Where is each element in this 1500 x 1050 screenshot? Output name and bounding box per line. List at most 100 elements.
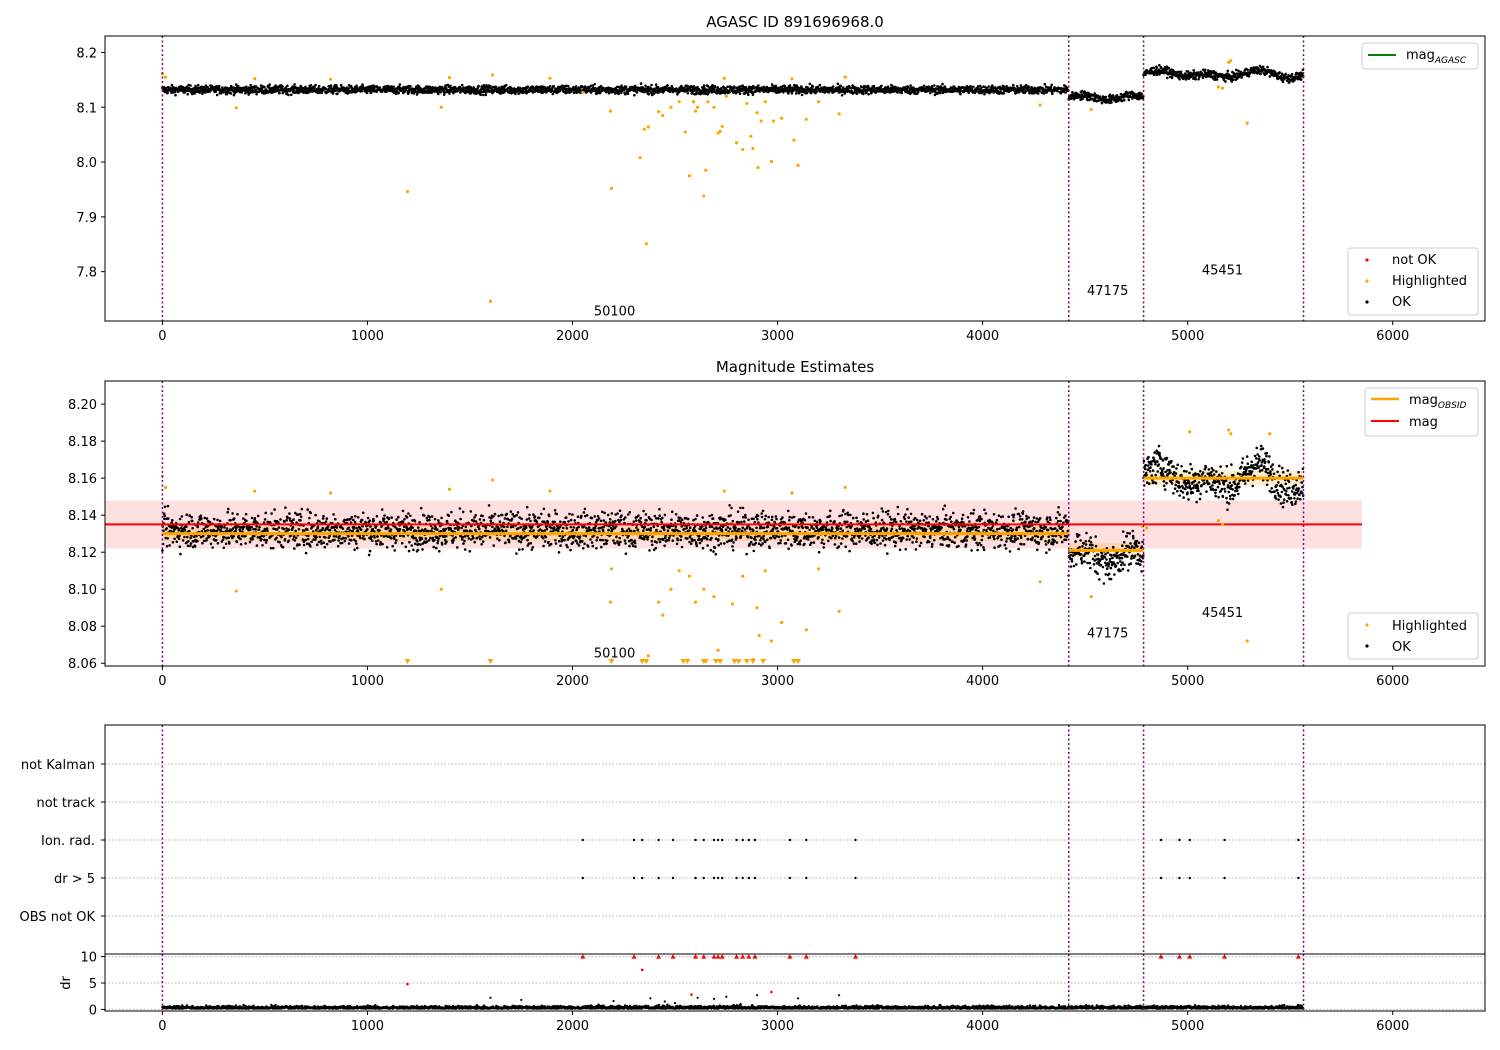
ok-point xyxy=(411,526,415,530)
ok-point xyxy=(304,85,307,89)
ok-point xyxy=(840,94,844,97)
ok-point xyxy=(654,83,658,86)
ok-point xyxy=(366,516,370,520)
ok-point xyxy=(306,537,310,541)
ok-point xyxy=(363,537,366,541)
ok-point xyxy=(519,540,523,544)
ok-point xyxy=(347,526,351,530)
ok-point xyxy=(378,543,382,546)
ok-point xyxy=(567,520,570,523)
ok-point xyxy=(751,93,755,97)
ok-point xyxy=(1152,66,1155,70)
highlighted-point xyxy=(1089,107,1093,112)
ok-point xyxy=(587,526,591,529)
ok-point xyxy=(373,87,376,90)
ok-point xyxy=(626,92,630,96)
ok-point xyxy=(532,529,535,532)
ok-point xyxy=(373,536,376,539)
ok-point xyxy=(430,89,433,92)
ok-point xyxy=(183,529,187,532)
ok-point xyxy=(872,84,876,88)
ok-point xyxy=(375,542,378,546)
ok-point xyxy=(265,538,269,542)
ok-point xyxy=(240,91,244,94)
ok-point xyxy=(183,535,186,539)
ok-point xyxy=(617,543,621,547)
ok-point xyxy=(599,538,602,542)
highlighted-point xyxy=(804,117,808,121)
ok-point xyxy=(414,529,418,533)
ok-point xyxy=(818,83,822,87)
ok-point xyxy=(805,91,809,95)
ok-point xyxy=(397,91,400,95)
ok-point xyxy=(972,85,975,89)
ok-point xyxy=(477,84,480,88)
ok-point xyxy=(299,519,302,522)
ok-point xyxy=(395,539,398,542)
ok-point xyxy=(1012,83,1015,87)
ok-point xyxy=(318,520,321,523)
ok-point xyxy=(502,525,506,529)
ok-point xyxy=(420,537,424,540)
ok-point xyxy=(319,539,323,543)
ok-point xyxy=(316,525,320,529)
ok-point xyxy=(329,540,332,543)
ok-point xyxy=(317,84,321,88)
ok-point xyxy=(334,89,337,92)
ok-point xyxy=(187,520,191,524)
legend-ok-label: OK xyxy=(1392,295,1411,310)
legend-not-ok-label: not OK xyxy=(1392,253,1437,268)
ok-point xyxy=(410,544,414,547)
ok-point xyxy=(434,526,438,529)
ok-point xyxy=(218,87,221,90)
ok-point xyxy=(404,545,408,549)
ok-point xyxy=(206,86,209,89)
x-tick-label: 3000 xyxy=(761,329,794,344)
ok-point xyxy=(189,542,193,545)
ok-point xyxy=(595,547,598,550)
ok-point xyxy=(827,91,831,94)
ok-point xyxy=(519,526,522,529)
ok-point xyxy=(171,541,175,544)
highlighted-point xyxy=(712,105,716,109)
ok-point xyxy=(212,517,216,521)
ok-point xyxy=(226,510,229,514)
ok-point xyxy=(933,93,937,97)
ok-point xyxy=(419,506,423,510)
ok-point xyxy=(350,538,353,542)
highlighted-point xyxy=(638,156,642,160)
ok-point xyxy=(815,90,819,93)
ok-point xyxy=(361,511,365,515)
ok-point xyxy=(1110,101,1113,104)
ok-point xyxy=(569,548,572,552)
highlighted-point xyxy=(657,110,661,114)
ok-point xyxy=(393,537,396,540)
ok-point xyxy=(561,84,564,87)
ok-point xyxy=(496,537,499,540)
ok-point xyxy=(728,91,731,94)
ok-point xyxy=(209,542,213,546)
ok-point xyxy=(324,536,327,539)
ok-point xyxy=(227,507,230,511)
ok-point xyxy=(360,89,364,93)
ok-point xyxy=(531,546,535,549)
ok-point xyxy=(231,512,234,515)
ok-point xyxy=(484,526,488,529)
ok-point xyxy=(347,542,351,545)
ok-point xyxy=(836,82,840,86)
ok-point xyxy=(225,92,228,96)
ok-point xyxy=(615,535,618,539)
ok-point xyxy=(618,509,622,512)
ok-point xyxy=(900,91,904,95)
ok-point xyxy=(711,84,714,87)
ok-point xyxy=(239,537,242,541)
x-tick-label: 2000 xyxy=(556,329,589,344)
ok-point xyxy=(191,519,194,523)
ok-point xyxy=(459,90,462,94)
ok-point xyxy=(402,534,406,538)
ok-point xyxy=(321,526,325,530)
ok-point xyxy=(619,540,622,544)
ok-point xyxy=(433,538,436,542)
y-tick-label: 8.2 xyxy=(76,46,97,61)
ok-point xyxy=(1043,82,1047,86)
